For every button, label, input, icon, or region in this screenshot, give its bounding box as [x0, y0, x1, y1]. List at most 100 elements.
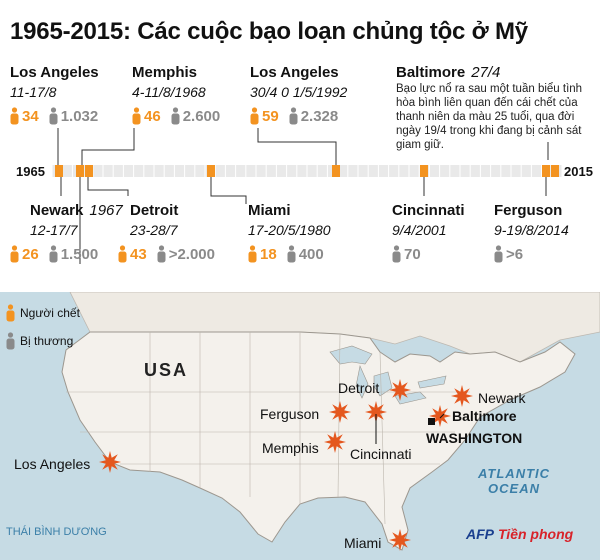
event-city: Newark [30, 202, 84, 219]
event-stats: 34 1.032 [10, 107, 99, 125]
connector-lines [57, 128, 549, 264]
marker-1967a [76, 165, 84, 177]
riot-star-icon-ferguson [329, 401, 351, 423]
person-gray-icon [287, 245, 296, 263]
timeline-ticks [51, 165, 563, 177]
event-city: Ferguson [494, 202, 563, 219]
person-orange-icon [250, 107, 259, 125]
event-date: 30/4 0 1/5/1992 [250, 84, 348, 100]
event-date: 4-11/8/1968 [132, 84, 206, 100]
riot-star-icon-miami [389, 529, 411, 551]
person-gray-icon [392, 245, 401, 263]
event-city: Memphis [132, 64, 198, 81]
person-orange-icon [132, 107, 141, 125]
usa-label: USA [144, 360, 189, 380]
map-label-los-angeles: Los Angeles [14, 456, 91, 472]
timeline-markers [55, 165, 559, 177]
event-miami: Miami 17-20/5/1980 18 400 [248, 202, 331, 263]
injured-stat: >2.000 [157, 245, 215, 263]
event-city: Los Angeles [10, 64, 99, 81]
map-label-ferguson: Ferguson [260, 406, 320, 422]
person-orange-icon [10, 245, 19, 263]
afp-logo: AFP [466, 526, 494, 542]
injured-count: 400 [298, 245, 324, 263]
event-date: 17-20/5/1980 [248, 222, 331, 238]
event-memphis: Memphis 4-11/8/1968 46 2.600 [132, 64, 220, 125]
injured-count: 1.032 [60, 107, 99, 125]
riot-star-icon-los-angeles [99, 451, 121, 473]
event-stats: >6 [494, 245, 569, 263]
injured-stat: 2.328 [289, 107, 338, 125]
event-stats: 59 2.328 [250, 107, 347, 125]
person-gray-icon [289, 107, 298, 125]
map-label-memphis: Memphis [262, 440, 319, 456]
injured-stat: >6 [494, 245, 523, 263]
event-date: 23-28/7 [130, 222, 178, 238]
event-city: Miami [248, 202, 291, 219]
event-baltimore: Baltimore 27/4 [396, 64, 500, 82]
event-cincinnati: Cincinnati 9/4/2001 70 [392, 202, 465, 263]
dead-count: 34 [22, 107, 39, 125]
credit: AFP Tiền phong [466, 526, 573, 542]
dead-stat: 34 [10, 107, 39, 125]
marker-1965 [55, 165, 63, 177]
event-date: 11-17/8 [10, 84, 57, 100]
legend-dead-label: Người chết [20, 306, 80, 320]
person-orange-icon [118, 245, 127, 263]
washington-marker [428, 418, 435, 425]
injured-count: 70 [404, 245, 421, 263]
marker-1992 [332, 165, 340, 177]
person-gray-icon [171, 107, 180, 125]
event-date: 9/4/2001 [392, 222, 447, 238]
event-city: Cincinnati [392, 202, 465, 219]
person-orange-icon [6, 304, 15, 322]
dead-count: 18 [260, 245, 277, 263]
injured-stat: 1.500 [49, 245, 98, 263]
marker-1980 [207, 165, 215, 177]
map-label-miami: Miami [344, 535, 382, 551]
person-gray-icon [494, 245, 503, 263]
legend-dead: Người chết [6, 304, 80, 322]
timeline-start-year: 1965 [16, 164, 45, 179]
dead-count: 46 [144, 107, 161, 125]
dead-stat: 43 [118, 245, 147, 263]
map-label-newark: Newark [478, 390, 526, 406]
map-label-washington: WASHINGTON [426, 430, 523, 446]
atlantic-label-line1: ATLANTIC [478, 466, 551, 481]
atlantic-label-line2: OCEAN [488, 481, 540, 496]
person-gray-icon [6, 332, 15, 350]
riot-star-icon-newark [451, 385, 473, 407]
map-label-detroit: Detroit [338, 380, 380, 396]
event-newark: Newark 1967 12-17/7 26 1.500 [10, 202, 123, 263]
injured-count: 2.600 [182, 107, 221, 125]
timeline-end-year: 2015 [564, 164, 593, 179]
injured-stat: 1.032 [49, 107, 99, 125]
timeline-graphic [51, 128, 563, 264]
event-los-angeles-1965: Los Angeles 11-17/8 34 1.032 [10, 64, 99, 125]
dead-stat: 18 [248, 245, 277, 263]
map-legend: Người chết Bị thương [6, 304, 80, 360]
riot-star-icon-detroit [389, 379, 411, 401]
dead-count: 26 [22, 245, 39, 263]
event-date: 9-19/8/2014 [494, 222, 569, 238]
dead-stat: 46 [132, 107, 161, 125]
event-city: Detroit [130, 202, 179, 219]
event-year: 1967 [89, 202, 123, 219]
dead-stat: 26 [10, 245, 39, 263]
event-detroit: Detroit 23-28/7 43 >2.000 [118, 202, 215, 263]
marker-2014 [542, 165, 550, 177]
event-stats: 26 1.500 [10, 245, 123, 263]
event-stats: 43 >2.000 [118, 245, 215, 263]
dead-count: 43 [130, 245, 147, 263]
marker-2015 [551, 165, 559, 177]
person-orange-icon [248, 245, 257, 263]
event-los-angeles-1992: Los Angeles 30/4 0 1/5/1992 59 2.328 [250, 64, 347, 125]
injured-count: >2.000 [168, 245, 215, 263]
event-year: 27/4 [471, 64, 501, 81]
map-label-baltimore: Baltimore [452, 408, 517, 424]
map-label-cincinnati: Cincinnati [350, 446, 412, 462]
event-stats: 46 2.600 [132, 107, 220, 125]
atlantic-ocean-label: ATLANTIC OCEAN [478, 466, 550, 496]
baltimore-description: Bạo lực nổ ra sau một tuần biểu tình hòa… [396, 83, 583, 151]
dead-stat: 59 [250, 107, 279, 125]
